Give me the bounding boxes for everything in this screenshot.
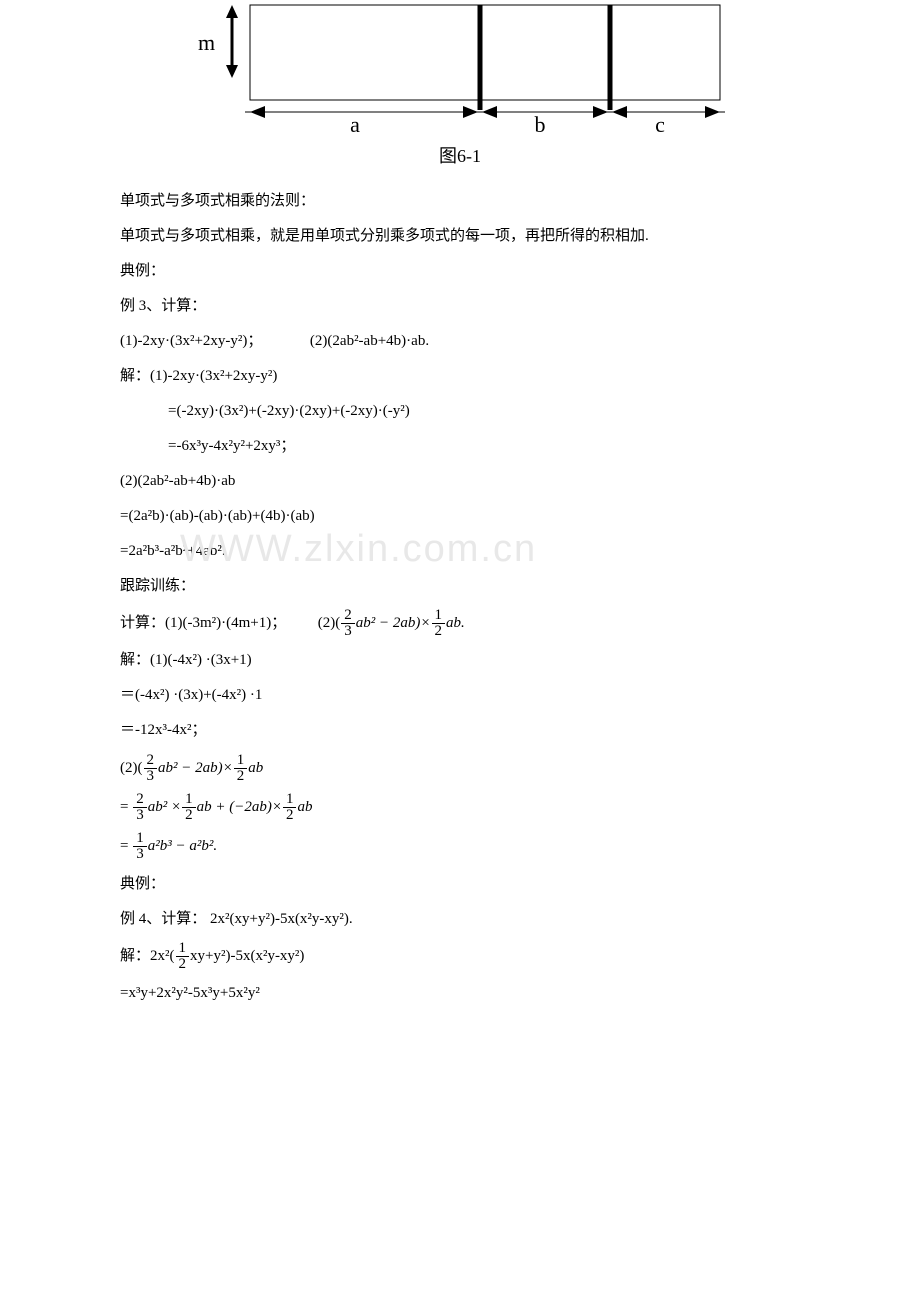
figure-label-a: a [350, 112, 360, 137]
text-ex4-sol-step1: =x³y+2x²y²-5x³y+5x²y² [120, 980, 800, 1007]
text-ex3-sol2-step2: =2a²b³-a²b²+4ab². [120, 538, 800, 565]
text-ex4-sol: 解：2x²(12xy+y²)-5x(x²y-xy²) [120, 941, 800, 972]
text-dianli-2: 典例： [120, 871, 800, 898]
text-ex3-sol1-step1: =(-2xy)·(3x²)+(-2xy)·(2xy)+(-2xy)·(-y²) [120, 398, 800, 425]
text-tracking-problems: 计算：(1)(-3m²)·(4m+1)； (2)(23ab² − 2ab)×12… [120, 608, 800, 639]
figure-caption: 图6-1 [120, 142, 800, 168]
figure-label-c: c [655, 112, 665, 137]
figure-label-b: b [535, 112, 546, 137]
track-item1: 计算：(1)(-3m²)·(4m+1)； [120, 615, 286, 631]
ex3-item1: (1)-2xy·(3x²+2xy-y²)； [120, 333, 262, 349]
text-ex3-sol2: (2)(2ab²-ab+4b)·ab [120, 468, 800, 495]
text-rule-body: 单项式与多项式相乘，就是用单项式分别乘多项式的每一项，再把所得的积相加. [120, 223, 800, 250]
eq-block-line2: = 23ab² ×12ab + (−2ab)×12ab [120, 791, 800, 824]
text-ex4: 例 4、计算： 2x²(xy+y²)-5x(x²y-xy²). [120, 906, 800, 933]
eq-block-line3: = 13a²b³ − a²b². [120, 830, 800, 863]
text-ex3-sol1-step2: =-6x³y-4x²y²+2xy³； [120, 433, 800, 460]
text-dianli: 典例： [120, 258, 800, 285]
figure-6-1: m a b c 图6-1 [120, 0, 800, 168]
text-tracking: 跟踪训练： [120, 573, 800, 600]
figure-diagram: m a b c [190, 0, 730, 140]
text-track-sol1: 解：(1)(-4x²) ·(3x+1) [120, 647, 800, 674]
figure-label-m: m [198, 30, 215, 55]
ex3-item2: (2)(2ab²-ab+4b)·ab. [310, 333, 429, 349]
text-ex3-items: (1)-2xy·(3x²+2xy-y²)； (2)(2ab²-ab+4b)·ab… [120, 328, 800, 355]
text-ex3-sol2-step1: =(2a²b)·(ab)-(ab)·(ab)+(4b)·(ab) [120, 503, 800, 530]
text-ex3: 例 3、计算： [120, 293, 800, 320]
text-ex3-sol1: 解：(1)-2xy·(3x²+2xy-y²) [120, 363, 800, 390]
text-track-sol1-step1: ＝(-4x²) ·(3x)+(-4x²) ·1 [120, 682, 800, 709]
eq-block-line1: (2)(23ab² − 2ab)×12ab [120, 752, 800, 785]
text-track-sol1-step2: ＝-12x³-4x²； [120, 717, 800, 744]
track-item2: (2)(23ab² − 2ab)×12ab. [318, 615, 465, 631]
text-rule-title: 单项式与多项式相乘的法则： [120, 188, 800, 215]
